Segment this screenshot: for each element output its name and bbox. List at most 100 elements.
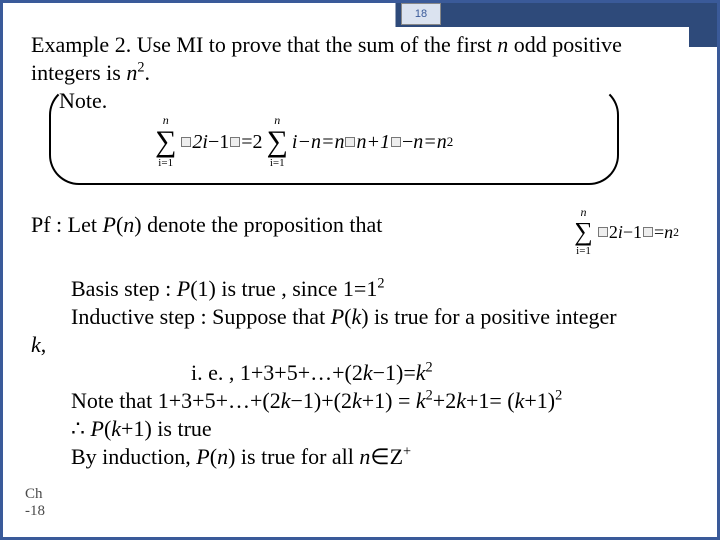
bi-mid: ) is true for all: [228, 444, 359, 469]
title2-post: .: [144, 60, 150, 85]
sigma1-upper: n: [163, 113, 169, 128]
page-number: 18: [415, 8, 427, 20]
sigma-icon: ∑: [155, 125, 176, 158]
n2-e: +1): [524, 388, 555, 413]
sigma1-lower: i=1: [158, 157, 173, 169]
basis-post: (1) is true , since 1=1: [190, 276, 377, 301]
eq1-sq: 2: [447, 134, 454, 150]
eq1-2i: 2i: [192, 131, 208, 154]
k-line: k,: [31, 331, 46, 359]
eq1-final: n=n: [413, 131, 447, 154]
placeholder-box-icon: [230, 137, 240, 147]
eq1-nplus1: n+1: [356, 131, 390, 154]
ind-post: ) is true for a positive integer: [361, 304, 616, 329]
ie-line: i. e. , 1+3+5+…+(2k−1)=k2: [191, 359, 433, 387]
proof-line: Pf : Let P(n) denote the proposition tha…: [31, 211, 382, 239]
ie-sq: 2: [426, 360, 433, 376]
bi-lparen: (: [210, 444, 217, 469]
n2-k5: k: [515, 388, 525, 413]
n2-b: +1) =: [362, 388, 416, 413]
eq1-two: 2: [253, 131, 263, 154]
pf-post: ) denote the proposition that: [134, 212, 382, 237]
placeholder-box-icon: [181, 137, 191, 147]
n2-sq1: 2: [426, 388, 433, 404]
title-var-n: n: [497, 32, 508, 57]
ind-k: k: [351, 304, 361, 329]
element-of-icon: ∈: [370, 444, 389, 469]
pf-pre: Pf : Let: [31, 212, 103, 237]
therefore-icon: ∴: [71, 416, 85, 441]
ie-pre: i. e. , 1+3+5+…+(2: [191, 360, 363, 385]
title-line-2: integers is n2.: [31, 59, 150, 87]
title-text-a: Example 2. Use MI to prove that the sum …: [31, 32, 497, 57]
n2-a: −1)+(2: [290, 388, 351, 413]
ie-mid: −1)=: [373, 360, 416, 385]
sigma-icon: ∑: [267, 125, 288, 158]
ie-k2: k: [416, 360, 426, 385]
page-number-badge: 18: [401, 3, 441, 25]
bi-Z: Z: [390, 444, 403, 469]
inductive-step: Inductive step : Suppose that P(k) is tr…: [71, 303, 689, 331]
note-that-line: Note that 1+3+5+…+(2k−1)+(2k+1) = k2+2k+…: [71, 387, 562, 415]
bi-P: P: [196, 444, 209, 469]
th-k: k: [111, 416, 121, 441]
th-post: +1) is true: [121, 416, 212, 441]
sigma3-lower: i=1: [576, 245, 591, 257]
basis-sq: 2: [377, 276, 384, 292]
bi-n: n: [217, 444, 228, 469]
eq2-equals: =: [654, 222, 664, 243]
basis-step: Basis step : P(1) is true , since 1=12: [71, 275, 384, 303]
footer: Ch -18: [25, 486, 45, 519]
n2-k4: k: [456, 388, 466, 413]
eq1-one: 1: [219, 131, 229, 154]
title-text-b: odd positive: [508, 32, 622, 57]
sigma2-lower: i=1: [270, 157, 285, 169]
pf-n: n: [123, 212, 134, 237]
bi-plus: +: [403, 444, 411, 460]
title-line-1: Example 2. Use MI to prove that the sum …: [31, 31, 689, 59]
equation-1: n ∑ i=1 2i − 1 = 2 n ∑ i=1 i −n=n n+1 − …: [151, 127, 453, 157]
bi-n2: n: [359, 444, 370, 469]
n2-k3: k: [416, 388, 426, 413]
title2-var-n: n: [126, 60, 137, 85]
ind-pre: Inductive step : Suppose that: [71, 304, 331, 329]
footer-1: Ch: [25, 486, 45, 503]
eq2-minus: −: [623, 222, 633, 243]
slide-content: Example 2. Use MI to prove that the sum …: [31, 27, 689, 527]
pf-P: P: [103, 212, 116, 237]
ie-k1: k: [363, 360, 373, 385]
n2-c: +2: [433, 388, 456, 413]
title2-pre: integers is: [31, 60, 126, 85]
placeholder-box-icon: [345, 137, 355, 147]
n2-d: +1= (: [466, 388, 515, 413]
n2-pre: Note that 1+3+5+…+(2: [71, 388, 281, 413]
k-var: k: [31, 332, 41, 357]
sigma2-upper: n: [274, 113, 280, 128]
basis-P: P: [177, 276, 190, 301]
sigma-icon: ∑: [574, 217, 593, 246]
sigma-3: n ∑ i=1: [574, 219, 593, 245]
sigma-1: n ∑ i=1: [155, 127, 176, 157]
ind-P: P: [331, 304, 344, 329]
placeholder-box-icon: [643, 227, 653, 237]
eq1-minus: −: [208, 131, 219, 154]
by-induction-line: By induction, P(n) is true for all n∈Z+: [71, 443, 411, 471]
placeholder-box-icon: [391, 137, 401, 147]
k-comma: ,: [41, 332, 47, 357]
eq2-sq: 2: [673, 226, 679, 239]
eq1-dash: −: [402, 131, 413, 154]
footer-2: -18: [25, 503, 45, 520]
eq2-2: 2: [609, 222, 618, 243]
eq2-n: n: [664, 222, 673, 243]
th-P: P: [91, 416, 104, 441]
bi-pre: By induction,: [71, 444, 196, 469]
placeholder-box-icon: [598, 227, 608, 237]
eq1-equals: =: [241, 131, 252, 154]
n2-k2: k: [352, 388, 362, 413]
therefore-line: ∴ P(k+1) is true: [71, 415, 212, 443]
n2-sq2: 2: [555, 388, 562, 404]
eq2-one: 1: [633, 222, 642, 243]
equation-2: n ∑ i=1 2 i − 1 = n2: [570, 219, 679, 245]
sigma3-upper: n: [581, 205, 587, 220]
sigma-2: n ∑ i=1: [267, 127, 288, 157]
